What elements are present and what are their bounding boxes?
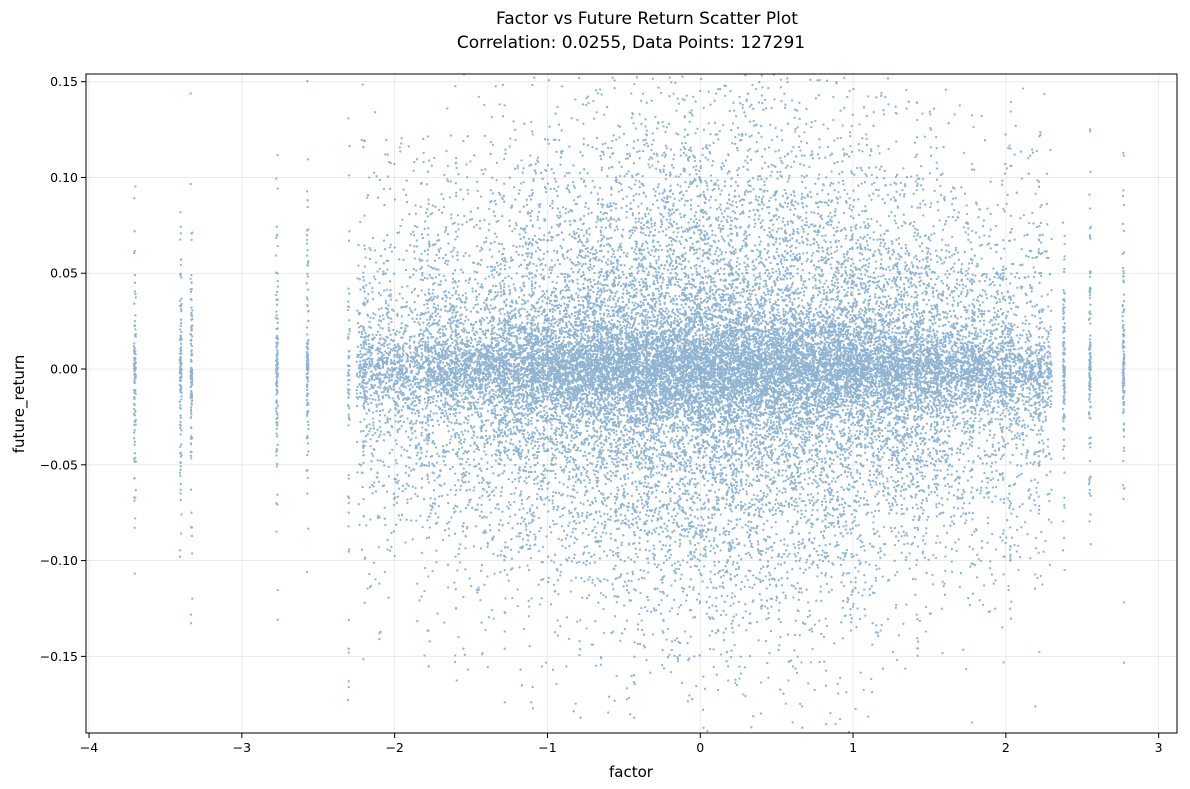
x-tick-label: −4 [80,740,98,755]
y-tick-label: 0.10 [50,170,78,185]
y-tick-label: 0.00 [50,362,78,377]
scatter-point-cloud [132,73,1126,734]
y-axis-label: future_return [10,355,29,454]
y-tick-label: −0.05 [40,457,78,472]
x-tick-label: 2 [1002,740,1010,755]
y-tick-label: 0.15 [50,74,78,89]
y-tick-label: 0.05 [50,266,78,281]
x-tick-label: −1 [538,740,556,755]
y-tick-label: −0.10 [40,553,78,568]
scatter-points [132,73,1126,734]
chart-title: Factor vs Future Return Scatter Plot [496,9,798,29]
x-axis-ticks: −4 −3 −2 −1 0 1 2 3 [80,733,1163,755]
chart-subtitle: Correlation: 0.0255, Data Points: 127291 [457,33,805,53]
y-axis-ticks: −0.15 −0.10 −0.05 0.00 0.05 0.10 0.15 [40,74,86,664]
x-axis-label: factor [609,763,654,781]
x-tick-label: 1 [849,740,857,755]
y-tick-label: −0.15 [40,649,78,664]
x-tick-label: −2 [385,740,403,755]
x-tick-label: 3 [1155,740,1163,755]
plot-frame [85,73,1178,734]
x-tick-label: −3 [233,740,251,755]
x-tick-label: 0 [696,740,704,755]
